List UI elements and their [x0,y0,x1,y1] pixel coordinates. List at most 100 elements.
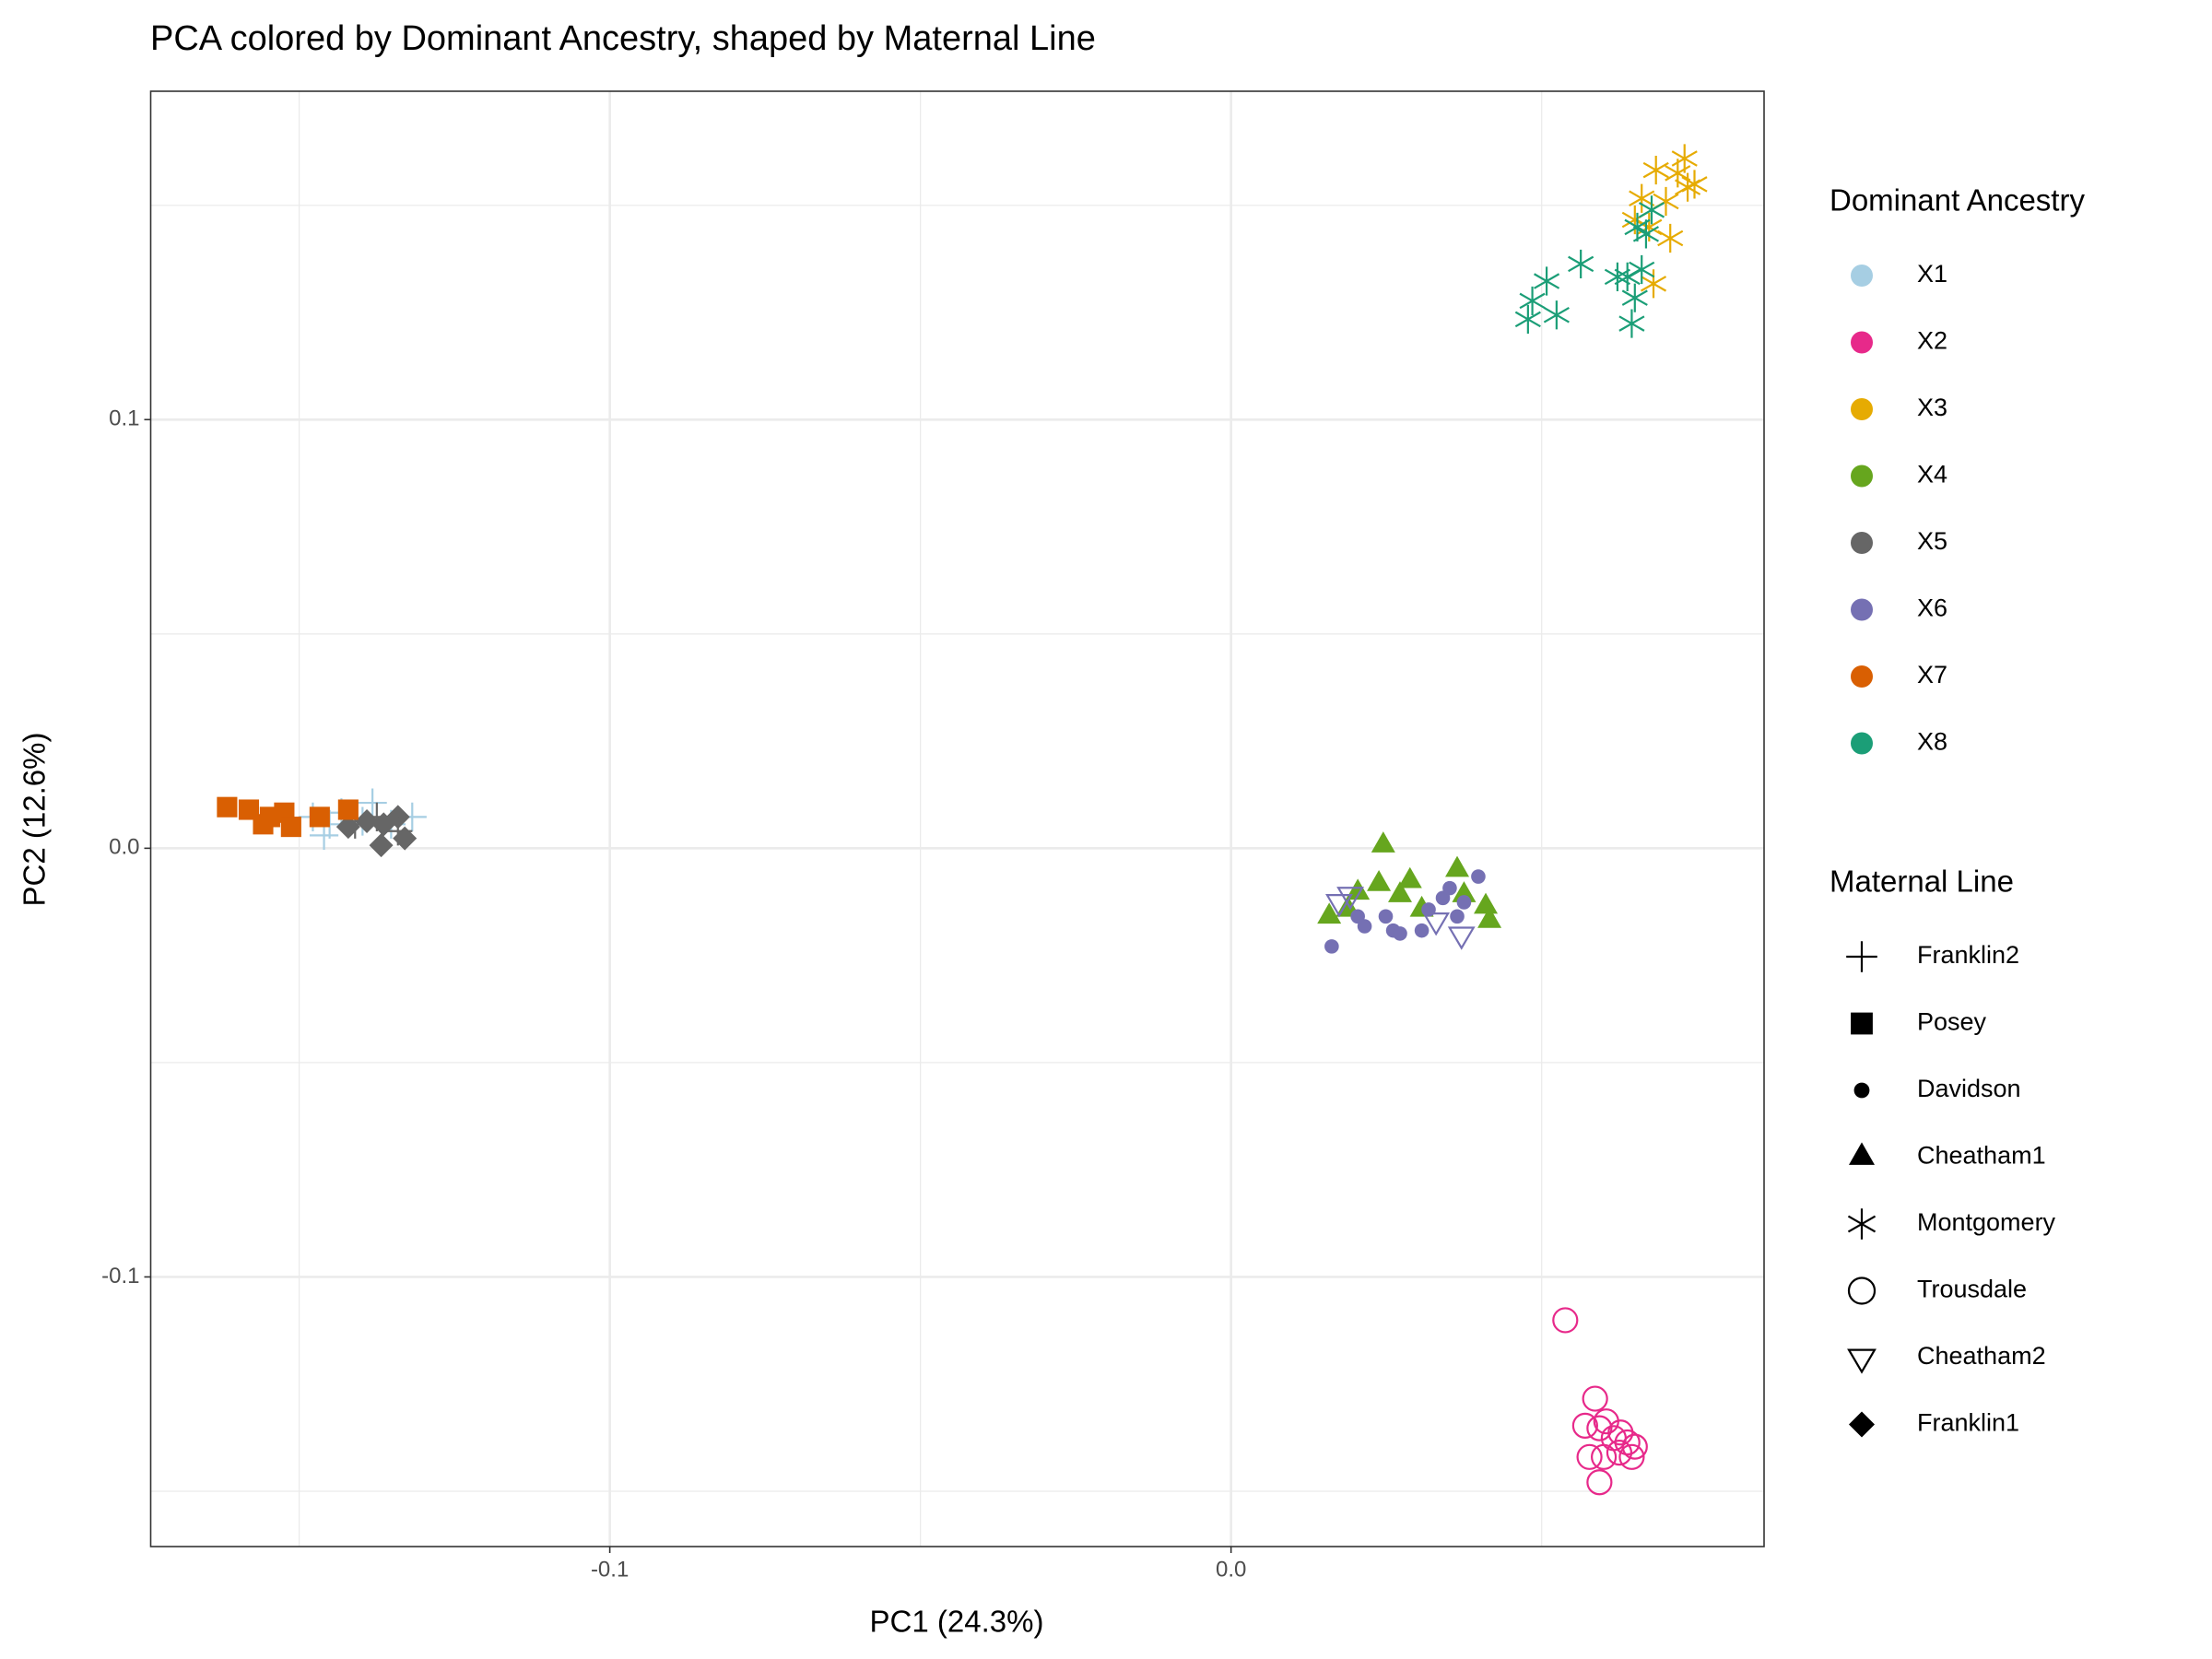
point [1456,895,1472,910]
point [1543,300,1570,330]
point [1474,892,1499,914]
legend-key [1851,1012,1873,1035]
point [259,806,280,828]
shape-legend-title: Maternal Line [1830,865,2014,899]
legend-label: X4 [1917,461,1947,488]
legend-key [1849,1411,1875,1438]
point [1624,212,1651,242]
point [1571,1412,1598,1439]
legend-label: X3 [1917,394,1947,421]
point [309,806,330,828]
point [1552,1307,1579,1334]
point [1477,907,1502,928]
point [1514,304,1541,335]
y-tick-label: -0.1 [101,1264,139,1288]
point [1638,195,1665,225]
point [1534,266,1560,296]
point [1388,881,1413,902]
legend-key [1846,941,1877,972]
point [1325,894,1353,918]
legend-label: Franklin2 [1917,941,2019,969]
legend-key [1851,598,1873,621]
point [1621,283,1648,312]
legend-key [1853,1082,1870,1099]
point [355,809,380,834]
point [1445,855,1470,877]
legend-key [1851,732,1873,755]
point [1586,1415,1613,1441]
legend-label: X1 [1917,260,1947,288]
legend-key [1851,265,1873,287]
plot-border [149,90,1765,1547]
point [1519,286,1546,316]
legend-key [1851,665,1873,688]
point [1357,919,1372,934]
point [1447,926,1476,950]
point [1317,902,1342,924]
legend-key [1851,331,1873,354]
point [1371,831,1395,853]
legend-key [1851,398,1873,420]
x-tick-label: -0.1 [591,1557,629,1582]
point [280,817,301,838]
point [1452,881,1477,902]
y-axis-label: PC2 (12.6%) [18,733,52,907]
legend-label: X5 [1917,527,1947,555]
x-axis-label: PC1 (24.3%) [870,1605,1044,1639]
y-tick-label: 0.1 [109,406,139,431]
point [1604,262,1630,291]
legend-label: Montgomery [1917,1208,2056,1236]
point [1367,870,1392,891]
point [1393,926,1407,941]
point [1618,309,1645,338]
point [1336,887,1365,911]
point [1614,262,1641,291]
point [369,833,394,858]
point [1590,1443,1618,1470]
legend-label: Trousdale [1917,1276,2027,1303]
point [1397,866,1422,888]
point [1422,912,1451,936]
legend-label: X6 [1917,594,1947,622]
y-tick-label: 0.0 [109,835,139,860]
point [1568,249,1594,279]
point [1618,1443,1645,1470]
legend-label: Davidson [1917,1075,2021,1102]
legend-label: Posey [1917,1008,1987,1036]
x-tick-label: 0.0 [1216,1557,1246,1582]
point [1414,923,1430,938]
point [358,788,387,818]
point [1671,144,1698,173]
legend-key [1847,1348,1877,1374]
point [1606,1440,1633,1466]
point [1450,909,1465,924]
legend-key [1849,1142,1875,1165]
point [1642,155,1669,185]
legend-label: Cheatham2 [1917,1342,2046,1370]
point [1586,1469,1613,1496]
legend-key [1847,1208,1877,1240]
legend-label: Cheatham1 [1917,1142,2046,1170]
legend-key [1847,1277,1877,1305]
legend-label: Franklin1 [1917,1409,2019,1437]
point [1582,1385,1608,1412]
point [1576,1443,1603,1470]
chart-title: PCA colored by Dominant Ancestry, shaped… [150,19,1096,58]
point [1378,909,1394,924]
point [1621,1433,1648,1460]
point [217,796,238,818]
legend-key [1851,465,1873,488]
legend-label: X7 [1917,661,1947,688]
legend-label: X8 [1917,728,1947,756]
point [1629,183,1655,213]
point [1442,880,1457,896]
point [362,802,392,832]
color-legend-title: Dominant Ancestry [1830,183,2085,218]
point [1324,939,1339,954]
point [1471,869,1486,884]
point [1681,170,1708,199]
point [337,799,359,820]
legend-key [1851,532,1873,554]
